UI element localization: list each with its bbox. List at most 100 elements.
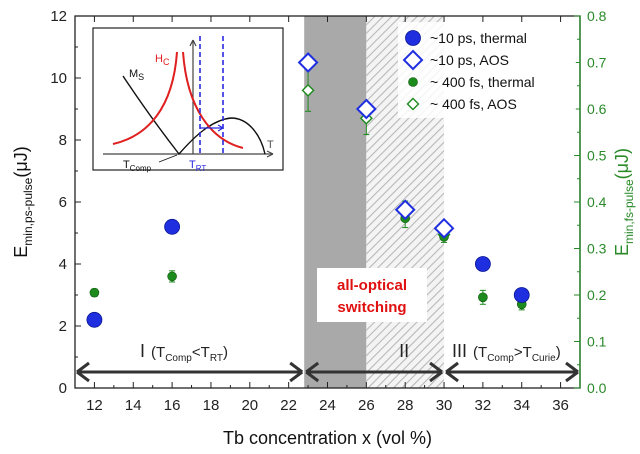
inset-hc-sub: C (163, 57, 170, 67)
region-i-arrow-head-left (76, 361, 90, 383)
region-i-label: I (TComp<TRT) (140, 341, 228, 364)
data-point (478, 292, 488, 303)
x-tick-label: 18 (203, 397, 220, 414)
inset-arrow-head (217, 124, 224, 132)
inset-hc-curve-right (182, 51, 244, 149)
data-point (433, 217, 455, 239)
y-axis-title-unit: (μJ) (11, 146, 31, 177)
legend-background (398, 22, 576, 118)
inset-trt-sub: RT (196, 164, 207, 173)
inset-frame (92, 27, 284, 171)
x-axis-title: Tb concentration x (vol %) (223, 428, 432, 448)
aos-annotation-line1: all-optical (337, 277, 407, 294)
x-tick-label: 36 (552, 397, 569, 414)
region-iii-label: III (TComp>TCurie) (452, 341, 561, 364)
inset-tcomp-label: TComp (123, 159, 152, 173)
y2-tick-label: 0.7 (587, 55, 607, 71)
region-iii-arrow-head-right (565, 361, 579, 383)
inset-trt-label: TRT (189, 159, 206, 173)
inset-t-label: T (267, 139, 274, 151)
inset-trt-main: T (189, 159, 196, 171)
x-tick-label: 34 (513, 397, 530, 414)
x-tick-label: 22 (280, 397, 297, 414)
y-tick-label: 8 (59, 132, 67, 149)
region-ii-arrow-head-left (305, 361, 320, 383)
legend-label: ~ 400 fs, thermal (430, 74, 535, 90)
x-tick-label: 24 (319, 397, 336, 414)
y2-tick-label: 0.6 (587, 101, 607, 117)
inset-hc-main: H (155, 53, 163, 65)
y-axis-title-main: E (11, 246, 31, 258)
y-tick-label: 6 (59, 194, 67, 211)
y2-axis-title-sub: min,fs-pulse (622, 179, 636, 244)
region-i-sub1: Comp (165, 353, 192, 364)
y2-axis-title-unit: (μJ) (612, 148, 632, 179)
y-tick-label: 0 (59, 380, 67, 397)
data-point (297, 52, 319, 73)
y-tick-label: 2 (59, 318, 67, 335)
x-tick-label: 30 (436, 397, 453, 414)
y2-tick-label: 0.2 (587, 287, 607, 303)
aos-annotation-box (317, 268, 427, 322)
y2-tick-label: 0.1 (587, 334, 607, 350)
x-tick-label: 26 (358, 397, 375, 414)
region-iii-numeral: III (452, 341, 467, 361)
legend-marker (406, 97, 420, 111)
plot-layer: all-optical switching (86, 52, 530, 328)
data-point (164, 218, 181, 235)
region-i-close: ) (223, 344, 228, 361)
y2-tick-label: 0.3 (587, 241, 607, 257)
region-i-numeral: I (140, 341, 145, 361)
y-tick-label: 4 (59, 256, 67, 273)
inset-hc-label: HC (155, 53, 170, 67)
y-tick-label: 10 (50, 70, 67, 87)
data-point (301, 83, 315, 97)
data-point (394, 199, 416, 221)
region-iii-sub1: Comp (487, 353, 514, 364)
data-point (355, 98, 377, 120)
region-iii-mid: >T (514, 344, 532, 361)
region-i-sub2: RT (210, 353, 223, 364)
region-iii-close: ) (556, 344, 561, 361)
y-tick-label: 12 (50, 8, 67, 25)
region-ii-arrow-head-right (429, 361, 443, 383)
data-point (86, 311, 103, 328)
y2-axis-title: Emin,fs-pulse(μJ) (612, 148, 636, 256)
x-tick-label: 16 (164, 397, 181, 414)
y2-tick-label: 0.8 (587, 8, 607, 24)
region-iii-paren: (T (473, 344, 487, 361)
inset-tcomp-main: T (123, 159, 130, 171)
region-i-arrow-head-right (289, 361, 304, 383)
region-iii-arrow-head-left (445, 361, 459, 383)
data-point (513, 287, 530, 303)
inset-y-arrow (189, 39, 197, 47)
legend-label: ~10 ps, thermal (430, 30, 527, 46)
y-axis-title: Emin,ps-pulse(μJ) (11, 146, 35, 257)
x-tick-label: 12 (86, 397, 103, 414)
inset-hc-curve-left (112, 51, 178, 145)
y2-tick-label: 0.4 (587, 194, 607, 210)
legend-marker (408, 77, 418, 87)
x-tick-label: 32 (475, 397, 492, 414)
aos-annotation-line2: switching (337, 299, 406, 316)
inset-ms-sub: S (138, 72, 144, 82)
data-point (167, 271, 177, 282)
inset-ms-curve (122, 75, 266, 156)
inset-ms-label: MS (129, 68, 144, 82)
region-i-mid: <T (192, 344, 210, 361)
data-point (474, 256, 491, 272)
region-iii-sub2: Curie (532, 353, 556, 364)
region-ii-label: II (399, 341, 409, 361)
x-tick-label: 28 (397, 397, 414, 414)
inset-x-arrow (266, 150, 274, 158)
y2-tick-label: 0.0 (587, 380, 607, 396)
legend-label: ~10 ps, AOS (430, 52, 509, 68)
y2-tick-label: 0.5 (587, 148, 607, 164)
x-tick-label: 20 (241, 397, 258, 414)
inset-tcomp-leader (158, 154, 178, 163)
x-tick-label: 14 (125, 397, 142, 414)
legend-label: ~ 400 fs, AOS (430, 96, 517, 112)
inset-tcomp-sub: Comp (130, 164, 152, 173)
